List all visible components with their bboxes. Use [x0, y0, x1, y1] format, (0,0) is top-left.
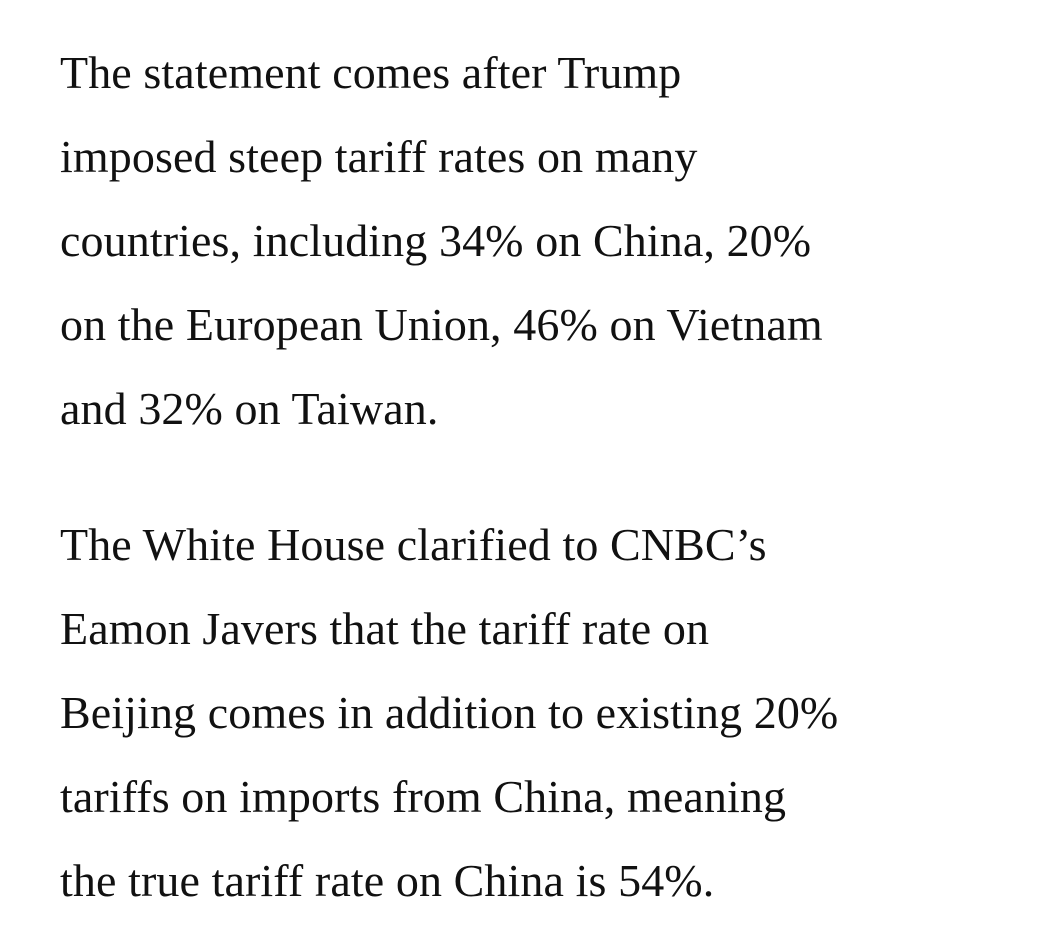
paragraph-line: countries, including 34% on China, 20% — [60, 215, 812, 266]
paragraph-line: tariffs on imports from China, meaning — [60, 771, 787, 822]
paragraph-line: and 32% on Taiwan. — [60, 383, 439, 434]
paragraph-line: on the European Union, 46% on Vietnam — [60, 299, 823, 350]
paragraph-line: imposed steep tariff rates on many — [60, 131, 698, 182]
paragraph-line: the true tariff rate on China is 54%. — [60, 855, 715, 906]
paragraph-line: Eamon Javers that the tariff rate on — [60, 603, 710, 654]
paragraph-white-house-clarification: The White House clarified to CNBC’s Eamo… — [60, 503, 838, 923]
paragraph-line: Beijing comes in addition to existing 20… — [60, 687, 839, 738]
paragraph-line: The statement comes after Trump — [60, 47, 682, 98]
paragraph-tariff-rates: The statement comes after Trump imposed … — [60, 31, 823, 451]
paragraph-line: The White House clarified to CNBC’s — [60, 519, 767, 570]
